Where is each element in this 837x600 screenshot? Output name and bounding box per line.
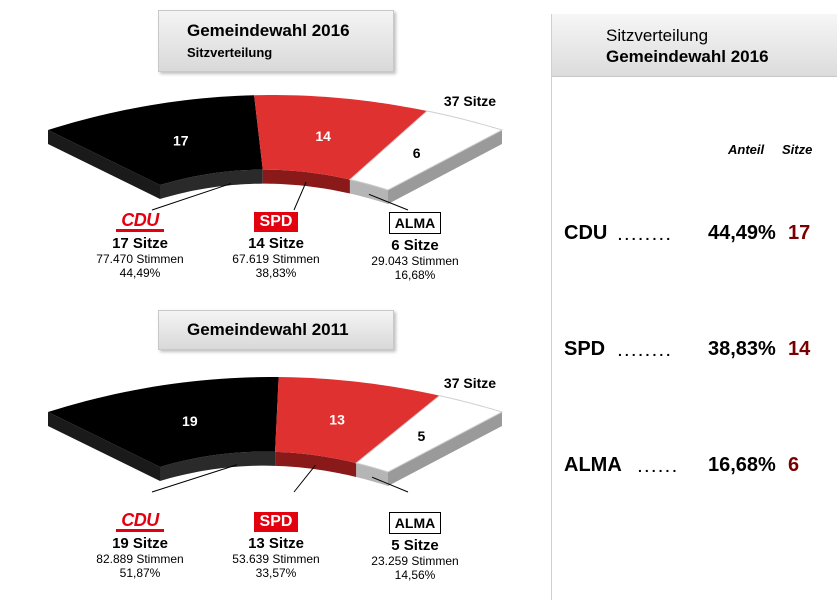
alma-logo: ALMA: [388, 512, 442, 534]
chart-2011-seat-label-spd: 13: [329, 412, 345, 428]
party-block-spd-2016: SPD 14 Sitze 67.619 Stimmen 38,83%: [206, 212, 346, 280]
seats-label: 13 Sitze: [248, 535, 304, 552]
party-block-alma-2011: ALMA 5 Sitze 23.259 Stimmen 14,56%: [345, 512, 485, 582]
chart-2011-segment-side-cdu: [160, 451, 276, 481]
votes-label: 82.889 Stimmen: [96, 552, 184, 566]
votes-label: 67.619 Stimmen: [232, 252, 320, 266]
seat-chart-2011: 19 13 5 37 Sitze: [48, 375, 504, 493]
seats-label: 6 Sitze: [391, 237, 439, 254]
party-block-cdu-2011: CDU 19 Sitze 82.889 Stimmen 51,87%: [70, 511, 210, 580]
votes-label: 77.470 Stimmen: [96, 252, 184, 266]
title-box-2016: Gemeindewahl 2016 Sitzverteilung: [158, 10, 394, 72]
summary-title-box: Sitzverteilung Gemeindewahl 2016: [552, 14, 837, 77]
chart-2011-leader-line: [151, 464, 238, 493]
chart-2011-segment-alma: [355, 395, 504, 473]
dot-leader: ......: [638, 459, 680, 475]
column-header-seats: Sitze: [782, 142, 813, 157]
summary-row-cdu: CDU ........ 44,49% 17: [552, 222, 837, 252]
chart-2016-segment-side-spd: [262, 169, 350, 194]
share-value: 16,68%: [708, 454, 776, 476]
dot-leader: ........: [618, 227, 674, 243]
chart-2016-leader-line: [368, 193, 409, 211]
column-header-share: Anteil: [728, 142, 765, 157]
seats-label: 19 Sitze: [112, 535, 168, 552]
summary-panel: Sitzverteilung Gemeindewahl 2016 Anteil …: [551, 14, 837, 600]
title-box-2011: Gemeindewahl 2011: [158, 310, 394, 350]
votes-label: 29.043 Stimmen: [371, 254, 459, 268]
chart-2016-segment-cdu: [48, 95, 263, 185]
party-block-spd-2011: SPD 13 Sitze 53.639 Stimmen 33,57%: [206, 512, 346, 580]
summary-title-line1: Sitzverteilung: [606, 26, 709, 45]
chart-2016-seat-label-alma: 6: [413, 145, 421, 161]
percent-label: 38,83%: [255, 266, 297, 280]
percent-label: 51,87%: [119, 566, 161, 580]
percent-label: 33,57%: [255, 566, 297, 580]
chart-2011-segment-side-spd: [275, 451, 357, 478]
seat-chart-2016: 17 14 6 37 Sitze: [48, 93, 504, 211]
alma-logo: ALMA: [388, 212, 442, 234]
chart-2016-seat-label-spd: 14: [315, 128, 331, 144]
seats-label: 14 Sitze: [248, 235, 304, 252]
chart-title-2016: Gemeindewahl 2016: [187, 21, 350, 40]
cdu-logo: CDU: [116, 211, 164, 232]
party-name: ALMA: [564, 454, 622, 476]
share-value: 44,49%: [708, 222, 776, 244]
votes-label: 23.259 Stimmen: [371, 554, 459, 568]
chart-2011-seat-label-cdu: 19: [182, 413, 198, 429]
chart-2016-segment-spd: [254, 95, 428, 180]
chart-2011-segment-spd: [275, 377, 440, 464]
chart-2016-leader-line: [151, 183, 232, 211]
percent-label: 16,68%: [394, 268, 436, 282]
summary-row-alma: ALMA ...... 16,68% 6: [552, 454, 837, 484]
chart-2016-segment-cap-left: [48, 130, 160, 199]
seats-label: 17 Sitze: [112, 235, 168, 252]
summary-title-line2: Gemeindewahl 2016: [606, 47, 769, 66]
spd-logo: SPD: [253, 512, 299, 532]
dot-leader: ........: [618, 343, 674, 359]
seat-count: 14: [788, 338, 811, 360]
chart-2016-segment-cap: [388, 130, 502, 204]
chart-2011-leader-line: [371, 476, 409, 493]
chart-subtitle-2016: Sitzverteilung: [187, 45, 273, 60]
chart-2011-seat-label-alma: 5: [417, 428, 425, 444]
cdu-logo: CDU: [116, 511, 164, 532]
percent-label: 44,49%: [119, 266, 161, 280]
party-block-cdu-2016: CDU 17 Sitze 77.470 Stimmen 44,49%: [70, 211, 210, 280]
seat-count: 6: [788, 454, 800, 476]
chart-2011-leader-line: [293, 464, 316, 493]
chart-2016-total-seats-label: 37 Sitze: [444, 93, 496, 109]
spd-logo: SPD: [253, 212, 299, 232]
chart-2011-segment-cdu: [48, 377, 279, 467]
chart-2011-segment-cap: [388, 412, 502, 486]
share-value: 38,83%: [708, 338, 776, 360]
chart-2011-segment-cap-left: [48, 412, 160, 481]
chart-2016-segment-side-cdu: [160, 169, 263, 199]
chart-2011-total-seats-label: 37 Sitze: [444, 375, 496, 391]
party-block-alma-2016: ALMA 6 Sitze 29.043 Stimmen 16,68%: [345, 212, 485, 282]
percent-label: 14,56%: [394, 568, 436, 582]
party-name: CDU: [564, 222, 608, 244]
party-name: SPD: [564, 338, 606, 360]
chart-title-2011: Gemeindewahl 2011: [187, 320, 349, 339]
chart-2016-segment-alma: [348, 110, 504, 191]
chart-2016-seat-label-cdu: 17: [173, 132, 189, 148]
chart-2016-leader-line: [293, 181, 307, 211]
votes-label: 53.639 Stimmen: [232, 552, 320, 566]
summary-row-spd: SPD ........ 38,83% 14: [552, 338, 837, 368]
seats-label: 5 Sitze: [391, 537, 439, 554]
seat-count: 17: [788, 222, 811, 244]
